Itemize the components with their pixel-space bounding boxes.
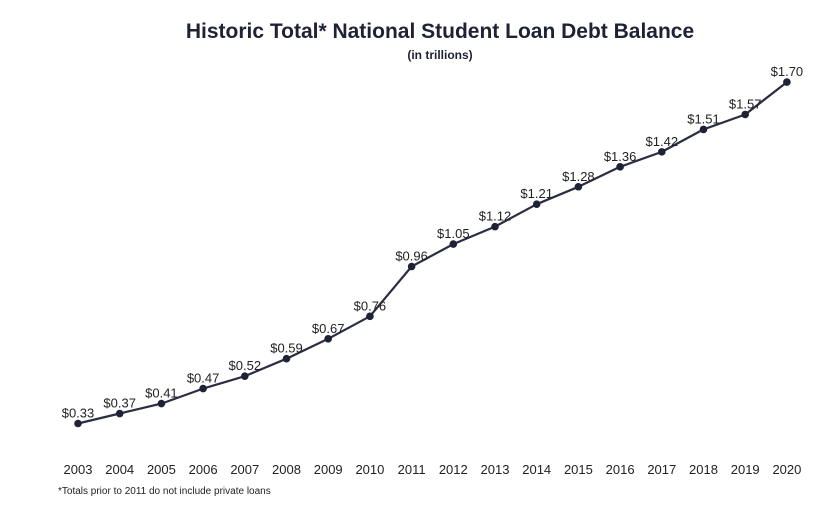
x-tick-label: 2009 [314,462,343,477]
data-label: $1.70 [771,64,804,79]
x-tick-label: 2017 [647,462,676,477]
data-point [157,399,166,408]
x-tick-label: 2003 [64,462,93,477]
data-point [366,312,374,321]
x-tick-label: 2005 [147,462,176,477]
data-label: $1.05 [437,226,470,241]
data-point [74,419,82,428]
data-label: $0.59 [270,341,303,356]
data-point [449,240,458,248]
x-tick-label: 2015 [564,462,593,477]
data-label: $1.51 [687,111,720,126]
data-label: $1.12 [479,209,512,224]
data-label: $1.36 [604,149,637,164]
x-tick-label: 2012 [439,462,468,477]
data-label: $0.76 [354,298,387,313]
data-label: $0.67 [312,321,345,336]
x-tick-label: 2020 [772,462,801,477]
data-point [199,384,207,393]
data-label-group: $0.33 $0.37 $0.41 $0.47 $0.52 $0.59 $0.67 $0.76… [62,64,803,420]
data-point [324,334,333,343]
data-label: $0.33 [62,406,95,421]
x-tick-label: 2010 [355,462,384,477]
data-point [658,148,666,156]
data-point [741,110,749,119]
data-label: $1.42 [646,134,679,149]
data-label: $1.28 [562,169,595,184]
data-point [699,125,708,134]
data-point [115,409,124,418]
data-label: $0.47 [187,371,220,386]
data-point [407,262,416,271]
chart-title: Historic Total* National Student Loan De… [185,20,695,43]
x-tick-label: 2006 [189,462,218,477]
data-label: $0.96 [395,249,428,264]
x-tick-label: 2019 [731,462,760,477]
x-tick-label: 2018 [689,462,718,477]
x-tick-label: 2007 [230,462,259,477]
data-point [241,372,249,380]
data-point [532,200,541,209]
x-tick-label: 2013 [481,462,510,477]
series-line [77,81,788,425]
series-group [74,78,791,428]
x-tick-label: 2004 [105,462,134,477]
data-point [574,182,583,191]
data-label: $1.21 [520,186,553,201]
data-label: $0.52 [229,358,262,373]
data-point [783,78,791,86]
chart-footnote: *Totals prior to 2011 do not include pri… [58,486,271,497]
x-tick-label: 2014 [522,462,551,477]
chart-subtitle: (in trillions) [407,48,473,62]
x-tick-label: 2008 [272,462,301,477]
data-label: $0.41 [145,386,178,401]
data-label: $0.37 [103,396,136,411]
data-label: $1.57 [729,96,762,111]
data-point [616,163,624,171]
data-point [491,222,499,231]
data-point [282,354,291,363]
x-axis-ticks: 2003 2004 2005 2006 2007 2008 2009 2010 2011 2012… [64,462,802,477]
x-tick-label: 2011 [398,462,426,477]
x-tick-label: 2016 [606,462,635,477]
